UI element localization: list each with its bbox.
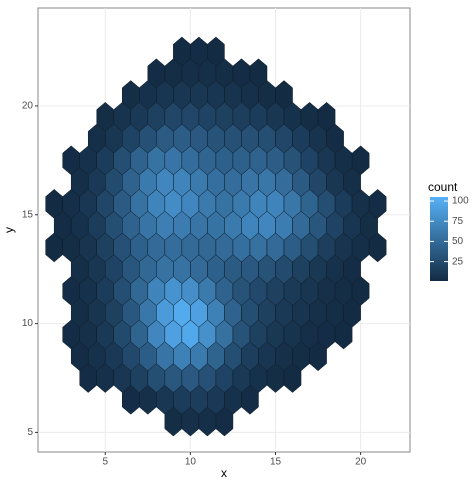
y-axis-title: y — [2, 227, 16, 233]
y-tick-label: 10 — [22, 318, 34, 329]
legend-tick-label: 75 — [452, 216, 464, 227]
x-tick-label: 5 — [102, 457, 108, 468]
x-tick-label: 20 — [355, 457, 367, 468]
legend-tick-label: 25 — [452, 256, 464, 267]
colorbar — [430, 197, 448, 281]
y-tick-label: 20 — [22, 101, 34, 112]
hex — [275, 80, 293, 110]
hex — [351, 145, 370, 176]
legend-tick-label: 100 — [452, 196, 469, 207]
hex — [317, 101, 336, 132]
x-axis-title: x — [221, 466, 227, 480]
x-tick-label: 10 — [185, 457, 197, 468]
hex — [249, 58, 268, 89]
legend-tick-label: 50 — [452, 236, 464, 247]
legend-title: count — [428, 180, 458, 194]
x-tick-label: 15 — [270, 457, 282, 468]
hex — [207, 36, 225, 67]
y-tick-label: 5 — [27, 427, 33, 438]
hex — [368, 189, 387, 219]
y-tick-label: 15 — [22, 209, 34, 220]
